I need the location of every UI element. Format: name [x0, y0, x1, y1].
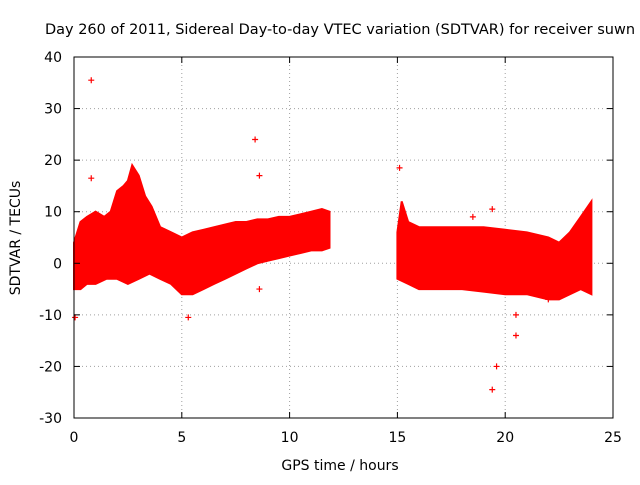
- y-tick-label: 0: [53, 256, 62, 272]
- tick-labels: 0 5 10 15 20 25 -30 -20 -10 0 10 20 30 40: [39, 50, 622, 446]
- x-tick-label: 5: [177, 430, 186, 446]
- data-point: [489, 386, 496, 393]
- data-point: [489, 206, 496, 213]
- data-band-1: [73, 162, 331, 296]
- y-tick-label: 20: [44, 153, 62, 169]
- y-axis-label: SDTVAR / TECUs: [8, 181, 24, 296]
- data-point: [512, 311, 519, 318]
- data-point: [545, 296, 552, 303]
- x-tick-label: 10: [281, 430, 299, 446]
- plot-frame: [73, 56, 614, 419]
- data-point: [185, 314, 192, 321]
- data-point: [88, 175, 95, 182]
- y-tick-label: -20: [39, 359, 62, 375]
- x-axis-label: GPS time / hours: [281, 458, 398, 474]
- data-point: [396, 164, 403, 171]
- data-point: [512, 332, 519, 339]
- data-point: [493, 363, 500, 370]
- y-tick-label: 40: [44, 50, 62, 66]
- data-point: [256, 172, 263, 179]
- y-tick-label: -10: [39, 308, 62, 324]
- x-tick-label: 15: [388, 430, 406, 446]
- data-point: [88, 77, 95, 84]
- x-tick-label: 0: [70, 430, 79, 446]
- data-point: [256, 286, 263, 293]
- y-tick-label: 30: [44, 102, 62, 118]
- data-band-2: [396, 198, 593, 301]
- y-tick-label: 10: [44, 205, 62, 221]
- x-tick-label: 25: [604, 430, 622, 446]
- y-tick-label: -30: [39, 411, 62, 427]
- data-point: [72, 314, 79, 321]
- tick-marks: [73, 56, 614, 419]
- data-points: [72, 77, 552, 393]
- x-tick-label: 20: [496, 430, 514, 446]
- data-point: [252, 136, 259, 143]
- data-bands: [73, 162, 593, 301]
- data-point: [469, 213, 476, 220]
- chart-title: Day 260 of 2011, Sidereal Day-to-day VTE…: [45, 22, 635, 38]
